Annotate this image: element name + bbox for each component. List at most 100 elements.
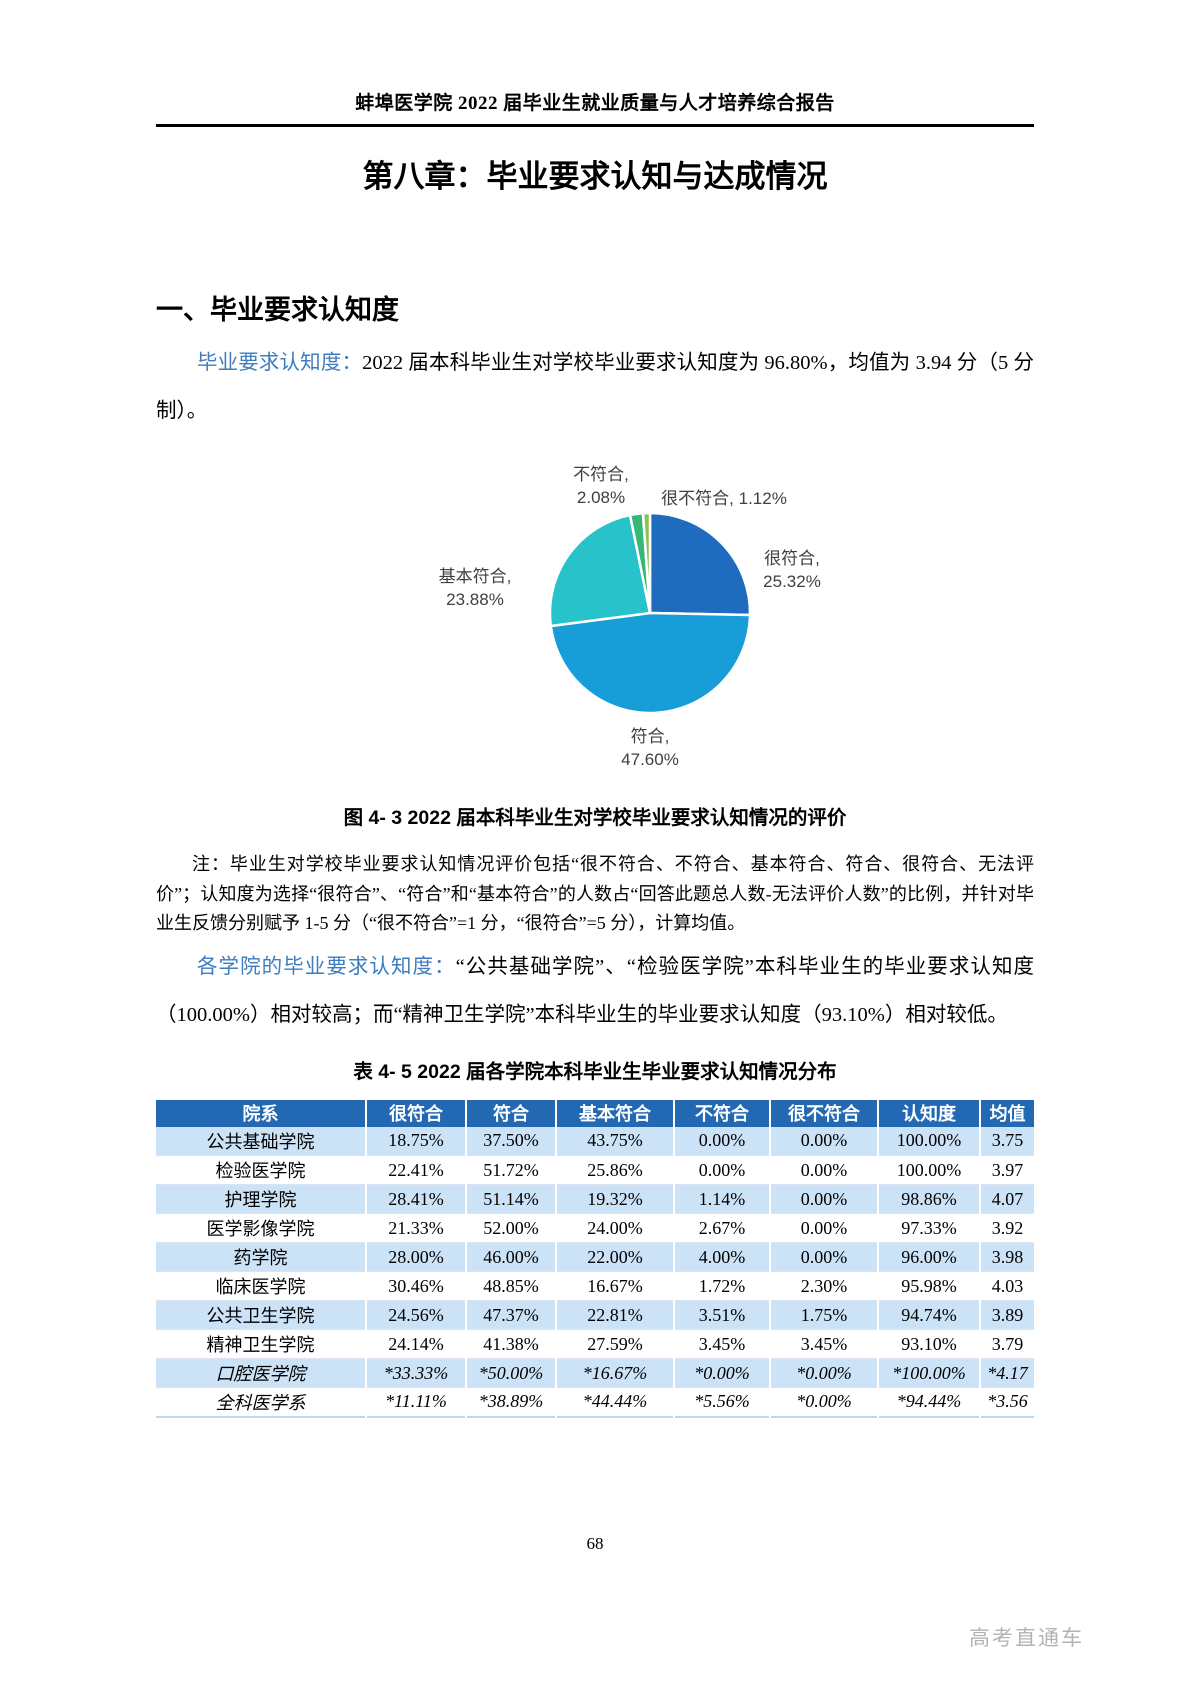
table-cell: 100.00% bbox=[878, 1126, 981, 1156]
pie-slice-henbufuhe bbox=[641, 511, 652, 615]
table-cell: 97.33% bbox=[878, 1213, 981, 1243]
table-cell: *38.89% bbox=[466, 1387, 557, 1417]
table-cell: 51.14% bbox=[466, 1184, 557, 1214]
table-cell: 公共基础学院 bbox=[156, 1126, 367, 1156]
pie-label-bufuhe: 不符合, 2.08% bbox=[573, 463, 629, 509]
pie-chart: 很符合, 25.32% 符合, 47.60% 基本符合, 23.88% 不符合,… bbox=[156, 435, 1034, 787]
pie-slice-jiben bbox=[548, 513, 652, 628]
table-cell: *0.00% bbox=[674, 1358, 771, 1388]
table-cell: 口腔医学院 bbox=[156, 1358, 367, 1388]
table-cell: 24.00% bbox=[556, 1213, 675, 1243]
table-cell: 4.07 bbox=[980, 1184, 1034, 1214]
table-cell: 0.00% bbox=[770, 1242, 879, 1272]
table-cell: 51.72% bbox=[466, 1155, 557, 1185]
paragraph-lead-label: 毕业要求认知度： bbox=[197, 352, 363, 374]
table-cell: 22.81% bbox=[556, 1300, 675, 1330]
college-distribution-table: 院系 很符合 符合 基本符合 不符合 很不符合 认知度 均值 公共基础学院 18.75% 37.5… bbox=[156, 1099, 1034, 1418]
table-cell: 3.51% bbox=[674, 1300, 771, 1330]
table-cell: 37.50% bbox=[466, 1126, 557, 1156]
table-cell: 0.00% bbox=[770, 1184, 879, 1214]
pie-label-line: 2.08% bbox=[576, 488, 626, 507]
column-header: 院系 bbox=[156, 1099, 367, 1127]
pie-label-jibenfuhe: 基本符合, 23.88% bbox=[439, 565, 512, 611]
column-header: 很不符合 bbox=[770, 1099, 879, 1127]
paragraph-body-text: 2022 届本科毕业生对学校毕业要求认知度为 96.80%，均值为 3.94 分… bbox=[156, 352, 1034, 422]
table-cell: *94.44% bbox=[878, 1387, 981, 1417]
table-cell: 52.00% bbox=[466, 1213, 557, 1243]
header-rule bbox=[156, 124, 1034, 127]
table-row: 公共卫生学院 24.56% 47.37% 22.81% 3.51% 1.75% 94.74%… bbox=[156, 1300, 1034, 1330]
table-cell: 19.32% bbox=[556, 1184, 675, 1214]
table-cell: 0.00% bbox=[770, 1155, 879, 1185]
table-cell: 98.86% bbox=[878, 1184, 981, 1214]
table-cell: 3.92 bbox=[980, 1213, 1034, 1243]
table-cell: 4.00% bbox=[674, 1242, 771, 1272]
table-cell: 3.79 bbox=[980, 1329, 1034, 1359]
table-cell: 16.67% bbox=[556, 1271, 675, 1301]
table-cell: 18.75% bbox=[366, 1126, 467, 1156]
pie-label-line: 47.60% bbox=[621, 750, 679, 769]
table-row: 公共基础学院 18.75% 37.50% 43.75% 0.00% 0.00% 100.00… bbox=[156, 1126, 1034, 1156]
table-cell: 2.30% bbox=[770, 1271, 879, 1301]
pie-chart-svg bbox=[548, 511, 752, 715]
pie-label-line: 符合, bbox=[630, 727, 670, 746]
table-cell: 3.45% bbox=[770, 1329, 879, 1359]
table-cell: 46.00% bbox=[466, 1242, 557, 1272]
table-cell: 41.38% bbox=[466, 1329, 557, 1359]
table-cell: 94.74% bbox=[878, 1300, 981, 1330]
table-cell: 1.72% bbox=[674, 1271, 771, 1301]
table-cell: 精神卫生学院 bbox=[156, 1329, 367, 1359]
table-cell: 1.75% bbox=[770, 1300, 879, 1330]
table-cell: 100.00% bbox=[878, 1155, 981, 1185]
table-row: 精神卫生学院 24.14% 41.38% 27.59% 3.45% 3.45% 93.10%… bbox=[156, 1329, 1034, 1359]
table-cell: 47.37% bbox=[466, 1300, 557, 1330]
paragraph-body-text: “公共基础学院”、“检验医学院”本科毕业生的毕业要求认知度（100.00%）相对… bbox=[156, 955, 1035, 1026]
table-cell: *33.33% bbox=[366, 1358, 467, 1388]
table-cell: 0.00% bbox=[770, 1213, 879, 1243]
table-cell: 21.33% bbox=[366, 1213, 467, 1243]
table-cell: 公共卫生学院 bbox=[156, 1300, 367, 1330]
table-cell: 25.86% bbox=[556, 1155, 675, 1185]
table-cell: *0.00% bbox=[770, 1358, 879, 1388]
table-cell: 3.45% bbox=[674, 1329, 771, 1359]
watermark: 高考直通车 bbox=[969, 1627, 1084, 1650]
section-title: 一、毕业要求认知度 bbox=[156, 295, 399, 325]
table-cell: *11.11% bbox=[366, 1387, 467, 1417]
table-cell: 3.98 bbox=[980, 1242, 1034, 1272]
table-cell: 0.00% bbox=[770, 1126, 879, 1156]
table-cell: *50.00% bbox=[466, 1358, 557, 1388]
table-cell: *44.44% bbox=[556, 1387, 675, 1417]
pie-slice-henfuhe bbox=[648, 511, 752, 617]
table-cell: *100.00% bbox=[878, 1358, 981, 1388]
table-cell: 护理学院 bbox=[156, 1184, 367, 1214]
table-cell: 4.03 bbox=[980, 1271, 1034, 1301]
table-cell: 0.00% bbox=[674, 1155, 771, 1185]
table-row: 全科医学系 *11.11% *38.89% *44.44% *5.56% *0.00% *9… bbox=[156, 1387, 1034, 1417]
table-header-row: 院系 很符合 符合 基本符合 不符合 很不符合 认知度 均值 bbox=[156, 1099, 1034, 1127]
paragraph-lead-label: 各学院的毕业要求认知度： bbox=[197, 955, 456, 978]
page-number: 68 bbox=[586, 1534, 604, 1553]
table-cell: 28.41% bbox=[366, 1184, 467, 1214]
table-row: 临床医学院 30.46% 48.85% 16.67% 1.72% 2.30% 95.98% 4… bbox=[156, 1271, 1034, 1301]
table-cell: 24.14% bbox=[366, 1329, 467, 1359]
column-header: 符合 bbox=[466, 1099, 557, 1127]
pie-label-line: 23.88% bbox=[446, 590, 504, 609]
column-header: 认知度 bbox=[878, 1099, 981, 1127]
chapter-title: 第八章：毕业要求认知与达成情况 bbox=[362, 159, 828, 194]
column-header: 不符合 bbox=[674, 1099, 771, 1127]
table-cell: 93.10% bbox=[878, 1329, 981, 1359]
table-cell: *5.56% bbox=[674, 1387, 771, 1417]
table-caption: 表 4- 5 2022 届各学院本科毕业生毕业要求认知情况分布 bbox=[353, 1060, 837, 1083]
table-cell: 2.67% bbox=[674, 1213, 771, 1243]
table-cell: 96.00% bbox=[878, 1242, 981, 1272]
table-cell: 医学影像学院 bbox=[156, 1213, 367, 1243]
table-cell: 药学院 bbox=[156, 1242, 367, 1272]
paragraph-colleges: 各学院的毕业要求认知度：“公共基础学院”、“检验医学院”本科毕业生的毕业要求认知… bbox=[156, 943, 1034, 1039]
paragraph-awareness: 毕业要求认知度：2022 届本科毕业生对学校毕业要求认知度为 96.80%，均值… bbox=[156, 339, 1034, 435]
table-cell: 27.59% bbox=[556, 1329, 675, 1359]
table-cell: 检验医学院 bbox=[156, 1155, 367, 1185]
pie-label-fuhe: 符合, 47.60% bbox=[621, 725, 679, 771]
table-cell: 22.41% bbox=[366, 1155, 467, 1185]
table-cell: 全科医学系 bbox=[156, 1387, 367, 1417]
table-row: 药学院 28.00% 46.00% 22.00% 4.00% 0.00% 96.00% 3.9… bbox=[156, 1242, 1034, 1272]
